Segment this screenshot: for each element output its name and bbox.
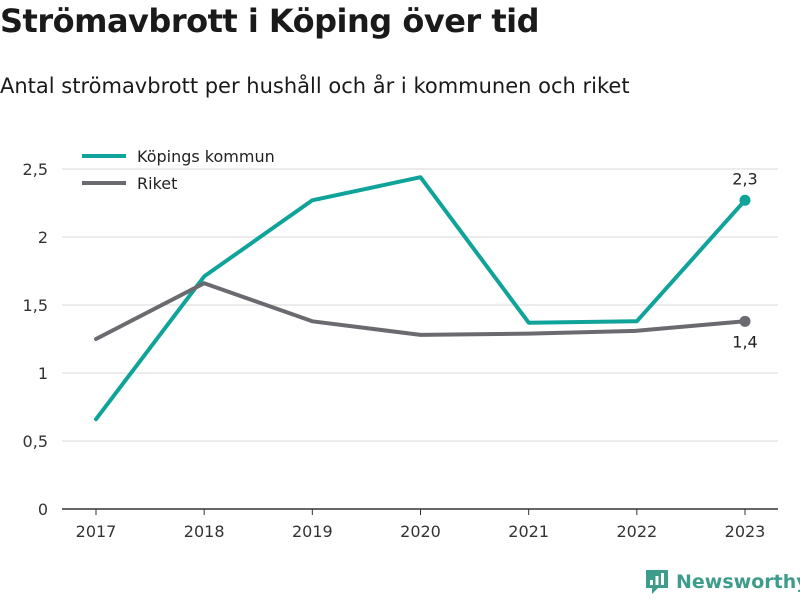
x-tick-label: 2022 (616, 522, 657, 541)
series-line-kopings-kommun (94, 175, 747, 422)
series-line-riket (94, 281, 747, 341)
newsworthy-logo-icon (646, 570, 668, 594)
x-tick-label: 2019 (292, 522, 333, 541)
brand-name: Newsworthy (676, 571, 800, 593)
y-tick-label: 0 (38, 500, 48, 519)
legend-label-riket: Riket (137, 174, 177, 193)
y-tick-label: 1,5 (23, 296, 48, 315)
y-tick-label: 2 (38, 228, 48, 247)
chart-title: Strömavbrott i Köping över tid (0, 2, 539, 40)
end-value-label-kopings-kommun: 2,3 (732, 169, 757, 188)
chart-subtitle: Antal strömavbrott per hushåll och år i … (0, 74, 630, 98)
end-point-kopings-kommun (739, 194, 751, 206)
y-tick-label: 2,5 (23, 160, 48, 179)
newsworthy-logo: Newsworthy (644, 568, 800, 596)
x-tick-label: 2021 (508, 522, 549, 541)
legend-label-kopings-kommun: Köpings kommun (137, 147, 275, 166)
x-tick-label: 2023 (725, 522, 766, 541)
end-value-label-riket: 1,4 (732, 332, 757, 351)
y-tick-label: 1 (38, 364, 48, 383)
x-tick-label: 2020 (400, 522, 441, 541)
end-point-riket (739, 315, 751, 327)
x-tick-label: 2018 (184, 522, 225, 541)
y-tick-label: 0,5 (23, 432, 48, 451)
x-tick-label: 2017 (76, 522, 117, 541)
